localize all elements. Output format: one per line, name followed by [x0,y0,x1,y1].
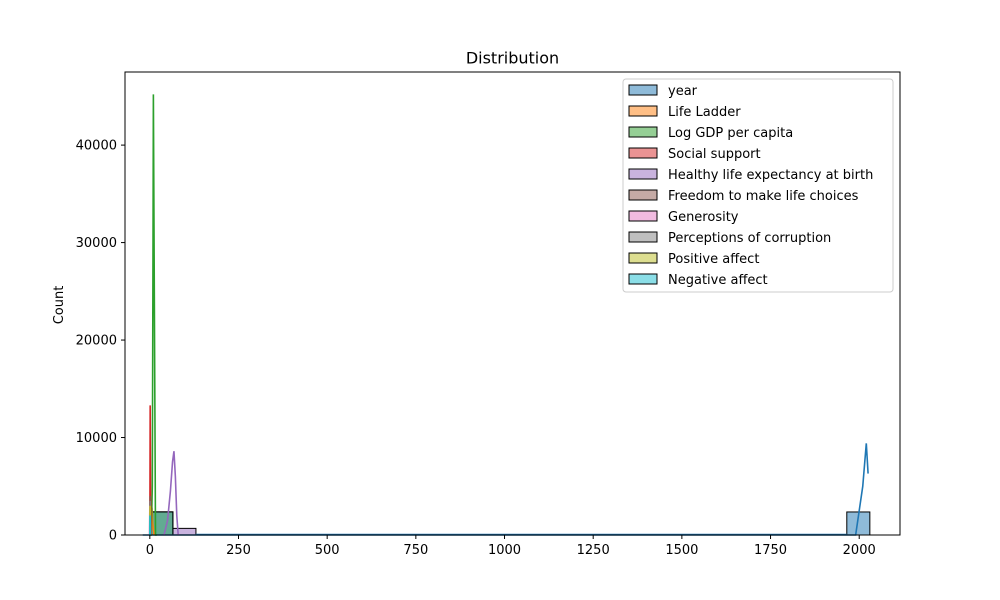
legend-swatch [628,252,658,264]
histogram-bar [172,527,197,536]
legend-swatch [628,84,658,96]
x-tick-label: 1000 [488,543,521,558]
legend-swatch [628,231,658,243]
legend-entry: Generosity [668,210,739,225]
legend-swatch [628,210,658,222]
legend-swatch [628,189,658,201]
x-tick-label: 1250 [577,543,610,558]
legend-swatch [628,126,658,138]
legend-swatch [628,105,658,117]
x-tick-label: 500 [315,543,340,558]
legend-swatch [628,147,658,159]
y-axis-label: Count [52,286,67,325]
y-tick-label: 0 [109,529,117,544]
y-tick-label: 40000 [76,139,117,154]
x-tick-label: 2000 [843,543,876,558]
y-tick-label: 10000 [76,431,117,446]
legend-entry: year [668,84,698,99]
x-tick-label: 1750 [754,543,787,558]
kde-line [163,451,179,536]
chart-title: Distribution [466,49,559,68]
kde-line [149,515,152,536]
x-tick-label: 0 [146,543,154,558]
x-tick-label: 1500 [665,543,698,558]
x-tick-label: 750 [403,543,428,558]
axes-frame [124,71,901,536]
legend-entry: Positive affect [668,252,759,267]
plot-area: 0 250 500 750 1000 1250 1500 1750 20000100002000… [76,71,901,558]
legend: year Life Ladder Log GDP per capita Social … [622,78,894,293]
legend-entry: Life Ladder [668,105,741,120]
legend-frame [622,78,894,293]
legend-swatch [628,168,658,180]
legend-entry: Log GDP per capita [668,126,793,141]
y-tick-label: 30000 [76,236,117,251]
x-tick-label: 250 [226,543,251,558]
legend-entry: Negative affect [668,273,768,288]
legend-entry: Freedom to make life choices [668,189,859,204]
y-tick-label: 20000 [76,334,117,349]
legend-entry: Social support [668,147,761,162]
legend-swatch [628,273,658,285]
legend-entry: Perceptions of corruption [668,231,831,246]
legend-entry: Healthy life expectancy at birth [668,168,873,183]
